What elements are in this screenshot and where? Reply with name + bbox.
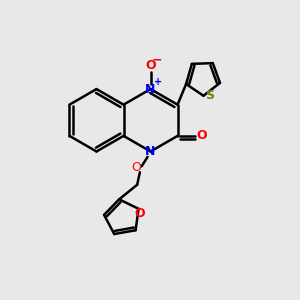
Text: O: O <box>145 59 156 72</box>
Text: S: S <box>206 89 214 102</box>
Text: O: O <box>196 129 207 142</box>
Text: N: N <box>146 145 156 158</box>
Text: O: O <box>135 207 146 220</box>
Text: −: − <box>152 53 163 66</box>
Text: O: O <box>131 161 141 174</box>
Text: +: + <box>154 76 162 87</box>
Text: N: N <box>146 82 156 96</box>
